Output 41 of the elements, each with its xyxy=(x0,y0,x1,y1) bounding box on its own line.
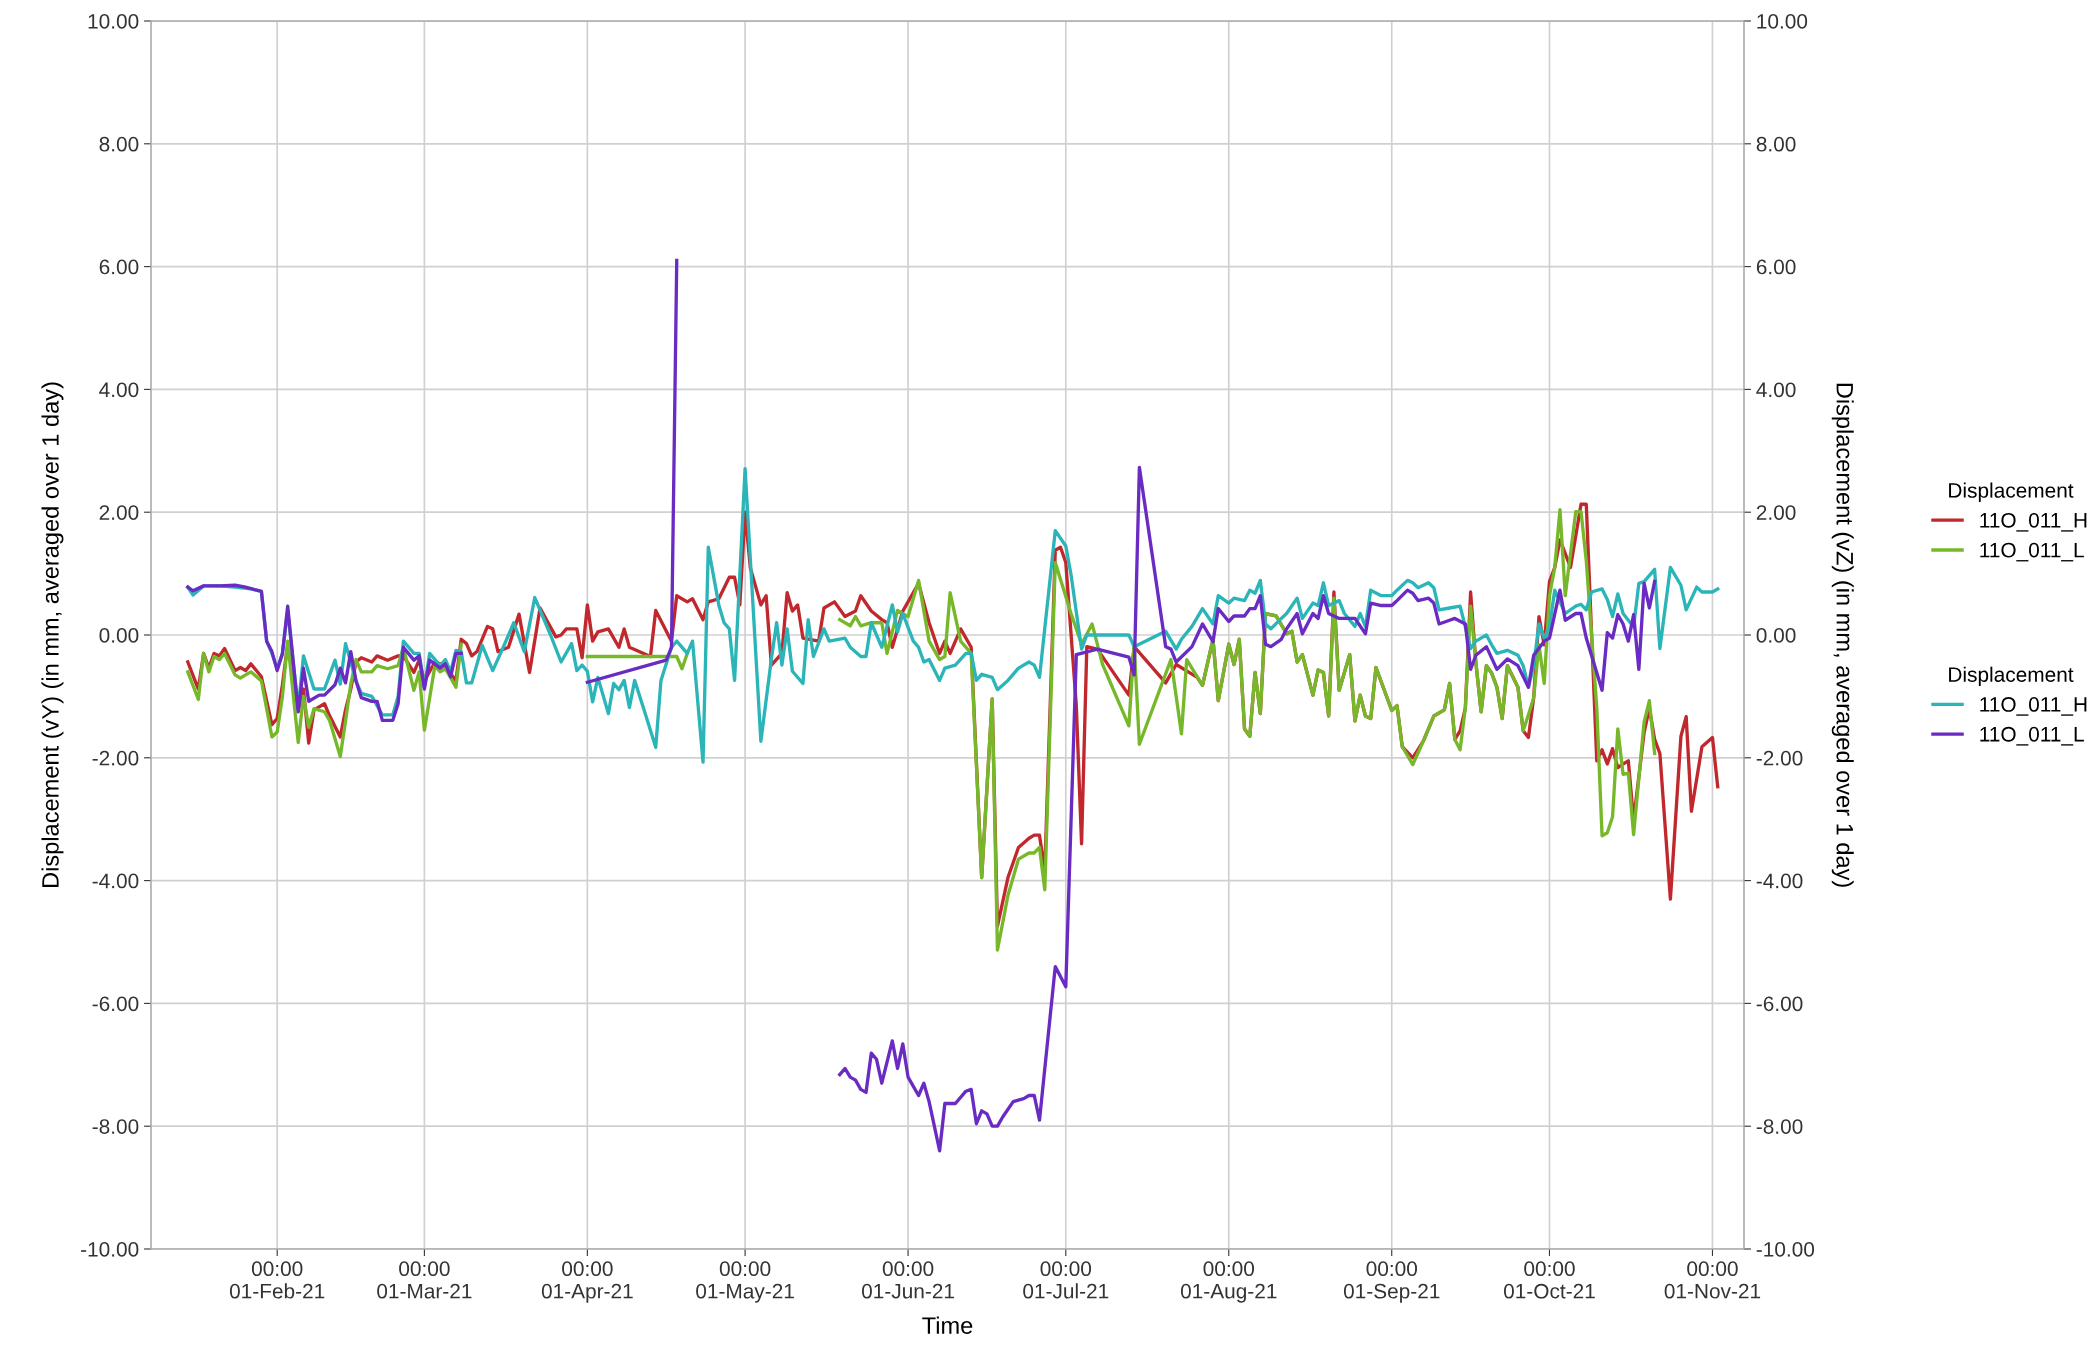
x-tick-label: 00:00 01-Aug-21 xyxy=(1180,1261,1277,1303)
y2-tick-label: -2.00 xyxy=(1756,750,1803,766)
y2-tick-label: 2.00 xyxy=(1756,505,1796,520)
x-tick-label: 00:00 01-Sep-21 xyxy=(1343,1261,1440,1303)
x-tick-label: 00:00 01-Nov-21 xyxy=(1664,1261,1761,1299)
y2-tick-label: -4.00 xyxy=(1756,873,1803,889)
y-tick-label: 0.00 xyxy=(99,628,139,643)
y-tick-label: 4.00 xyxy=(99,382,139,398)
y-tick-label: 2.00 xyxy=(99,505,139,520)
y-tick-label: -2.00 xyxy=(92,750,139,766)
y2-tick-label: -10.00 xyxy=(1756,1242,1815,1257)
y2-tick-label: -6.00 xyxy=(1756,996,1803,1012)
x-tick-label: 00:00 01-Apr-21 xyxy=(541,1261,633,1303)
y-tick-label: 10.00 xyxy=(88,14,139,29)
y2-axis-title: Displacement (vZ) (in mm, averaged over 1 day) xyxy=(1831,383,1854,887)
legend-label: 11O_011_H xyxy=(1980,512,2087,532)
y-axis-title: Displacement (vY) (in mm, averaged over 1 day) xyxy=(41,382,64,887)
x-tick-label: 00:00 01-May-21 xyxy=(696,1261,794,1303)
y2-tick-label: 10.00 xyxy=(1757,14,1808,29)
y2-tick-label: 0.00 xyxy=(1756,628,1796,643)
y2-tick-label: 6.00 xyxy=(1756,259,1796,275)
x-axis-title: Time xyxy=(922,1316,973,1334)
y-tick-label: 6.00 xyxy=(99,259,139,275)
legend-title: Displacement xyxy=(1949,482,2074,502)
x-tick-label: 00:00 01-Jul-21 xyxy=(1023,1261,1109,1299)
legend-label: 11O_011_L xyxy=(1980,726,2084,746)
x-tick-label: 00:00 01-Jun-21 xyxy=(861,1261,954,1299)
x-tick-label: 00:00 01-Oct-21 xyxy=(1503,1261,1595,1299)
x-tick-label: 00:00 01-Mar-21 xyxy=(377,1261,472,1299)
y-tick-label: -8.00 xyxy=(92,1119,139,1134)
legend-label: 11O_011_H xyxy=(1980,697,2087,716)
y-tick-label: -4.00 xyxy=(92,873,139,889)
y2-tick-label: 8.00 xyxy=(1756,136,1796,152)
y-tick-label: 8.00 xyxy=(99,136,139,152)
legend-label: 11O_011_L xyxy=(1980,542,2084,562)
text: Displacement xyxy=(1949,666,2074,687)
y-tick-label: -10.00 xyxy=(81,1242,139,1257)
x-tick-label: 00:00 01-Feb-21 xyxy=(229,1261,325,1299)
y2-tick-label: -8.00 xyxy=(1756,1119,1803,1134)
y2-tick-label: 4.00 xyxy=(1756,382,1796,398)
y-tick-label: -6.00 xyxy=(92,996,139,1012)
